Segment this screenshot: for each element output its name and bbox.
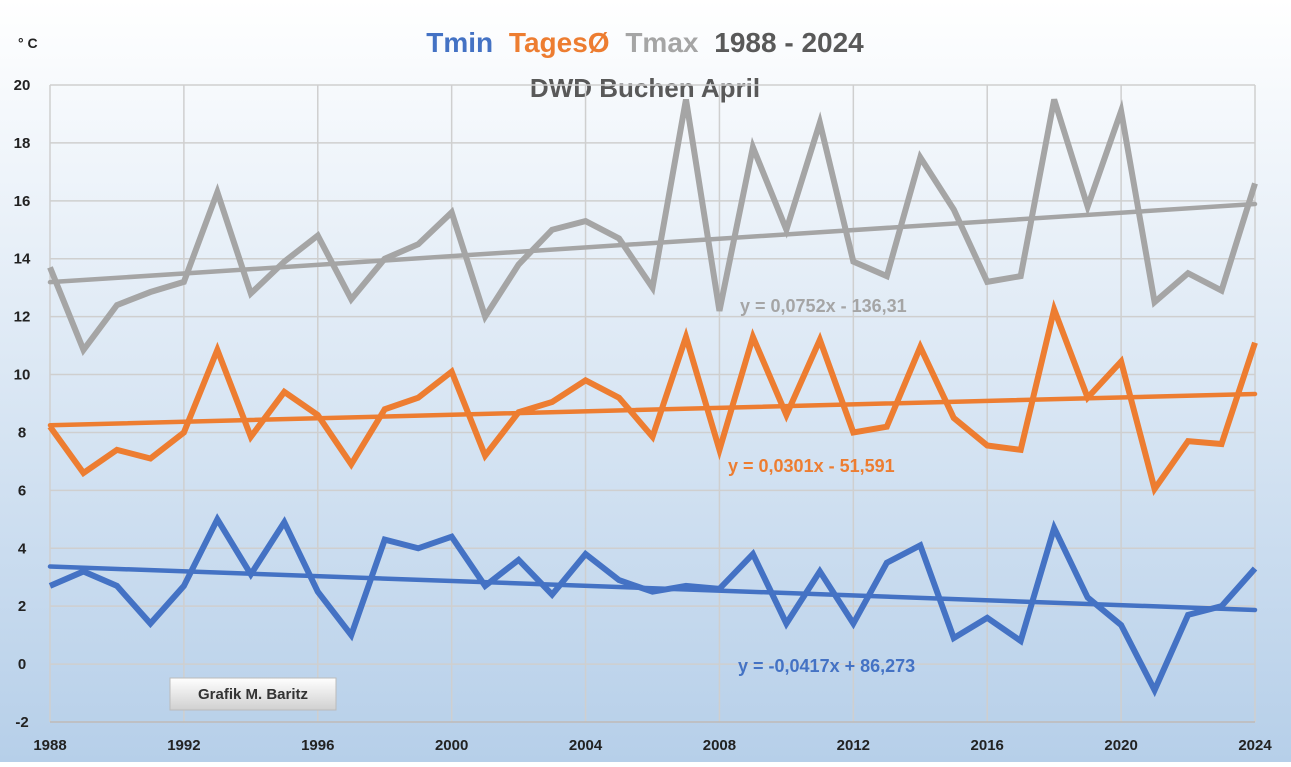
data-line <box>47 98 1258 356</box>
trend-line <box>47 201 1258 285</box>
trend-line <box>47 391 1258 428</box>
data-line <box>48 513 1258 698</box>
title-text: 1988 - 2024 <box>714 27 864 58</box>
chart-title: Tmin TagesØ Tmax 1988 - 2024 <box>426 27 864 58</box>
y-axis-label: ° C <box>18 35 38 51</box>
annotation-box <box>169 677 337 711</box>
trend-label: y = 0,0752x - 136,31 <box>740 296 907 316</box>
y-tick-label: -2 <box>15 714 28 731</box>
x-tick-label: 2024 <box>1238 737 1272 754</box>
y-tick-label: 8 <box>18 424 26 441</box>
x-tick-label: 1992 <box>167 737 200 754</box>
x-tick-label: 2008 <box>703 737 736 754</box>
data-line <box>47 299 1258 496</box>
y-tick-label: 12 <box>14 309 31 326</box>
x-tick-label: 1996 <box>301 737 334 754</box>
trend-label: y = 0,0301x - 51,591 <box>728 456 895 476</box>
chart-subtitle: DWD Buchen April <box>530 73 760 103</box>
y-tick-label: 6 <box>18 482 26 499</box>
trend-label: y = -0,0417x + 86,273 <box>738 656 915 676</box>
y-tick-label: 2 <box>18 598 26 615</box>
y-tick-label: 10 <box>14 367 31 384</box>
x-tick-label: 2016 <box>971 737 1004 754</box>
title-series: Tmin <box>426 27 493 58</box>
x-tick-label: 2004 <box>569 737 603 754</box>
y-tick-label: 20 <box>14 77 31 94</box>
title-series: TagesØ <box>509 27 610 58</box>
x-tick-label: 2012 <box>837 737 870 754</box>
annotation: Grafik M. Baritz <box>198 686 308 703</box>
y-tick-label: 0 <box>18 656 26 673</box>
title-series: Tmax <box>625 27 699 58</box>
y-tick-label: 14 <box>14 251 31 268</box>
plot: -2 0 2 4 6 8 10 12 14 16 18 20 1988 1992 1996 2000 2004 2… <box>14 77 1273 754</box>
x-tick-label: 1988 <box>33 737 66 754</box>
x-tick-label: 2000 <box>435 737 468 754</box>
y-tick-label: 16 <box>14 193 31 210</box>
y-tick-label: 4 <box>18 540 27 557</box>
x-tick-label: 2020 <box>1104 737 1137 754</box>
y-tick-label: 18 <box>14 135 31 152</box>
